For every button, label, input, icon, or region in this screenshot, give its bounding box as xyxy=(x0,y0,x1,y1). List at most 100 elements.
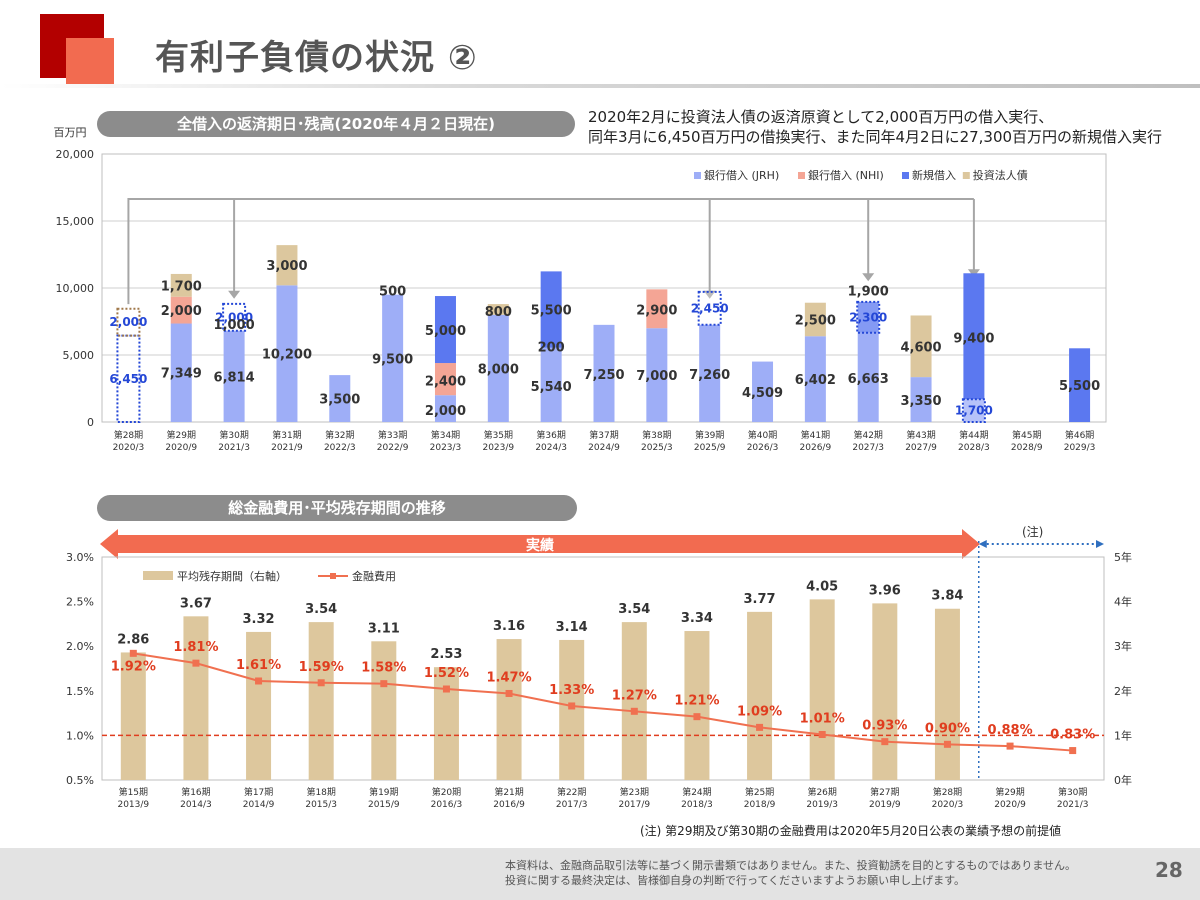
x-tick-label: 2023/9 xyxy=(482,443,514,453)
x-tick-label: 2015/3 xyxy=(305,800,337,810)
x-tick-label: 第23期 xyxy=(620,786,649,798)
chart2-footnote: (注) 第29期及び第30期の金融費用は2020年5月20日公表の業績予想の前提… xyxy=(640,824,1062,838)
y-tick-label: 10,000 xyxy=(56,282,95,295)
finance-cost-marker xyxy=(317,679,325,687)
bar-segment xyxy=(804,302,826,337)
x-tick-label: 第33期 xyxy=(378,429,407,441)
bar-segment xyxy=(276,285,298,422)
y-tick-label: 20,000 xyxy=(56,148,95,161)
refinanced-label: 2,300 xyxy=(849,310,887,324)
x-tick-label: 2023/3 xyxy=(430,443,462,453)
x-tick-label: 第41期 xyxy=(801,429,830,441)
x-tick-label: 第22期 xyxy=(557,786,586,798)
x-tick-label: 第45期 xyxy=(1012,429,1041,441)
data-label: 8,000 xyxy=(478,362,519,377)
y-right-tick-label: 1年 xyxy=(1114,728,1132,742)
x-tick-label: 第43期 xyxy=(906,429,935,441)
bar-segment xyxy=(434,363,456,396)
data-label: 800 xyxy=(485,305,512,320)
data-label: 5,500 xyxy=(1059,379,1100,394)
x-tick-label: 第18期 xyxy=(306,786,335,798)
data-label: 6,814 xyxy=(214,370,255,385)
x-tick-label: 第32期 xyxy=(325,429,354,441)
refinanced-outline xyxy=(222,302,247,332)
finance-cost-marker xyxy=(442,685,450,693)
refinanced-outline xyxy=(856,300,881,334)
avg-term-bar xyxy=(559,639,585,780)
bar-segment xyxy=(752,361,774,422)
data-label: 7,260 xyxy=(689,368,730,383)
x-tick-label: 2014/9 xyxy=(243,800,275,810)
bar-segment xyxy=(540,347,562,422)
finance-cost-marker xyxy=(630,707,638,715)
y-left-tick-label: 1.5% xyxy=(66,685,94,698)
refinance-arrowhead xyxy=(228,290,241,299)
x-tick-label: 2019/9 xyxy=(869,800,901,810)
x-tick-label: 第44期 xyxy=(959,429,988,441)
bar-segment xyxy=(540,271,562,348)
data-label: 7,000 xyxy=(636,369,677,384)
avg-term-label: 3.96 xyxy=(869,583,901,598)
forecast-arrowhead xyxy=(1096,540,1104,548)
finance-cost-marker xyxy=(380,680,388,688)
y-right-tick-label: 2年 xyxy=(1114,684,1132,698)
y-right-tick-label: 3年 xyxy=(1114,639,1132,653)
data-label: 4,509 xyxy=(742,386,783,401)
data-label: 1,900 xyxy=(848,285,889,300)
x-tick-label: 第16期 xyxy=(181,786,210,798)
x-tick-label: 第39期 xyxy=(695,429,724,441)
legend-swatch xyxy=(902,172,909,179)
finance-cost-marker xyxy=(192,659,200,667)
avg-term-bar xyxy=(120,652,146,780)
x-tick-label: 第30期 xyxy=(219,429,248,441)
bar-segment xyxy=(646,328,668,422)
bar-segment xyxy=(857,332,879,422)
x-tick-label: 第28期 xyxy=(114,429,143,441)
x-tick-label: 第35期 xyxy=(484,429,513,441)
finance-cost-marker xyxy=(568,702,576,710)
data-label: 2,000 xyxy=(425,404,466,419)
bar-segment xyxy=(1069,348,1091,422)
legend-swatch xyxy=(962,172,970,179)
y-right-tick-label: 4年 xyxy=(1114,595,1132,609)
actual-period-arrow xyxy=(100,529,980,559)
bar-segment xyxy=(593,324,615,422)
bar-segment xyxy=(804,336,826,422)
x-tick-label: 2020/3 xyxy=(932,800,964,810)
bar-segment xyxy=(910,377,932,422)
finance-cost-label: 1.21% xyxy=(674,694,719,709)
bar-segment xyxy=(276,245,298,286)
x-tick-label: 2015/9 xyxy=(368,800,400,810)
finance-cost-chart: 0.5% 1.0% 1.5% 2.0% 2.5% 3.0% 0年 1年 2年 3年 4年 5年 2.86… xyxy=(66,540,1132,810)
bar-segment xyxy=(434,395,456,422)
x-tick-label: 2029/3 xyxy=(1064,443,1096,453)
plot-frame xyxy=(101,556,1105,781)
finance-cost-label: 0.90% xyxy=(925,721,970,736)
finance-cost-marker xyxy=(1006,742,1014,750)
legend-label: 平均残存期間（右軸） xyxy=(177,569,287,583)
bar-segment xyxy=(963,273,985,400)
page-number: 28 xyxy=(1155,858,1183,882)
legend-label: 銀行借入 (NHI) xyxy=(808,168,884,182)
x-tick-label: 2024/9 xyxy=(588,443,620,453)
avg-term-label: 3.54 xyxy=(305,602,337,617)
x-tick-label: 第30期 xyxy=(1058,786,1087,798)
section2-label: 総金融費用･平均残存期間の推移 xyxy=(97,495,577,521)
x-tick-label: 2022/9 xyxy=(377,443,409,453)
x-tick-label: 2013/9 xyxy=(117,800,149,810)
x-tick-label: 第46期 xyxy=(1065,429,1094,441)
avg-term-label: 3.54 xyxy=(618,602,650,617)
x-tick-label: 第29期 xyxy=(995,786,1024,798)
x-tick-label: 2019/3 xyxy=(806,800,838,810)
data-label: 2,400 xyxy=(425,374,466,389)
data-label: 4,600 xyxy=(900,340,941,355)
avg-term-label: 2.53 xyxy=(430,647,462,662)
finance-cost-marker xyxy=(756,723,764,731)
x-tick-label: 第27期 xyxy=(870,786,899,798)
avg-term-bar xyxy=(934,608,960,780)
bar-segment xyxy=(487,314,509,422)
forecast-arrowhead xyxy=(978,540,987,548)
section1-note-line2: 同年3月に6,450百万円の借換実行、また同年4月2日に27,300百万円の新規… xyxy=(588,128,1163,146)
bar-segment xyxy=(646,289,668,329)
finance-cost-marker xyxy=(943,740,951,748)
